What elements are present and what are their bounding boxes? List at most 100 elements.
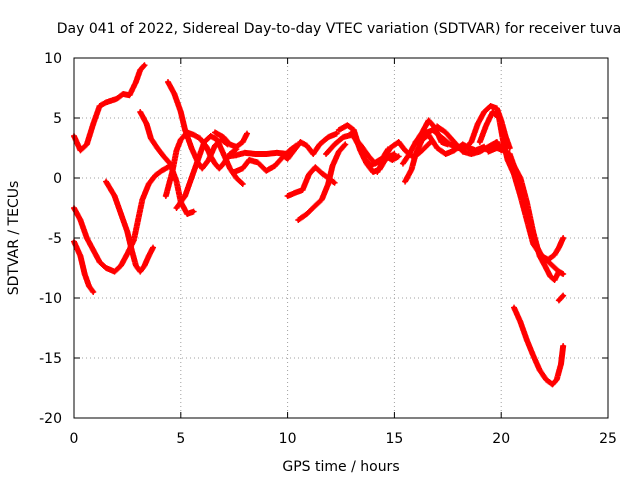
data-point [305, 143, 309, 148]
data-point [319, 171, 324, 175]
data-point [435, 124, 439, 129]
data-point [420, 148, 424, 153]
data-point [337, 149, 341, 154]
data-point [557, 298, 561, 303]
data-point [537, 254, 542, 258]
data-point [337, 128, 341, 132]
data-point [403, 148, 407, 153]
data-point [221, 135, 226, 139]
data-point [170, 170, 175, 174]
x-tick-label: 15 [385, 431, 403, 447]
series-arc-1 [71, 62, 148, 154]
data-point [127, 93, 132, 97]
data-point [413, 140, 418, 144]
data-point [345, 123, 350, 127]
data-point [272, 164, 277, 168]
data-point [78, 254, 83, 258]
y-tick-label: 5 [53, 111, 62, 127]
data-point [381, 158, 386, 162]
data-point [279, 152, 283, 156]
series-arc-14 [295, 141, 349, 223]
data-point [285, 194, 290, 198]
data-point [208, 134, 213, 138]
data-point [159, 169, 164, 173]
data-point [426, 118, 431, 123]
data-point [296, 218, 301, 222]
data-point [217, 166, 222, 171]
data-point [518, 176, 523, 180]
data-point [482, 110, 486, 114]
data-point [525, 200, 529, 204]
data-point [164, 194, 168, 198]
data-point [305, 212, 309, 216]
data-point [501, 140, 506, 144]
data-point [166, 80, 170, 84]
data-point [396, 154, 401, 159]
data-point [104, 266, 108, 270]
data-point [234, 153, 239, 157]
data-point [91, 122, 96, 126]
data-point [557, 245, 561, 250]
data-point [475, 122, 480, 126]
marker-trail [511, 304, 567, 388]
data-point [189, 146, 194, 150]
data-point [324, 152, 328, 156]
data-point [349, 130, 354, 135]
data-point [185, 130, 190, 135]
data-point [179, 110, 183, 114]
data-point [245, 131, 249, 136]
data-point [341, 135, 345, 139]
marker-trail [103, 178, 157, 275]
data-point [525, 338, 529, 342]
data-point [369, 164, 373, 168]
data-point [149, 136, 153, 141]
data-point [174, 179, 179, 184]
data-point [125, 251, 130, 256]
data-point [134, 80, 138, 84]
data-point [469, 152, 474, 156]
data-point [255, 160, 260, 165]
data-point [253, 152, 258, 156]
data-point [313, 203, 318, 208]
data-point [531, 353, 536, 358]
data-point [298, 140, 303, 144]
data-point [409, 167, 414, 172]
y-tick-label: 0 [53, 171, 62, 187]
data-point [478, 140, 482, 144]
data-point [561, 344, 565, 348]
data-point [546, 257, 550, 262]
data-point [495, 146, 499, 150]
series-arc-13 [284, 164, 338, 199]
y-tick-label: -15 [39, 351, 62, 367]
data-point [78, 148, 83, 153]
data-point [196, 158, 200, 162]
data-point [78, 218, 83, 222]
data-point [183, 194, 187, 198]
data-point [362, 157, 367, 161]
data-point [191, 133, 196, 137]
data-point [114, 97, 119, 101]
data-point [495, 140, 499, 144]
data-point [330, 164, 335, 168]
data-point [146, 182, 151, 186]
data-point [561, 272, 565, 276]
data-point [443, 130, 448, 135]
series-arc-4 [103, 178, 157, 275]
series-arc-9 [211, 129, 251, 150]
data-point [140, 197, 145, 202]
data-point [125, 230, 130, 234]
data-point [544, 377, 548, 382]
data-point [213, 161, 217, 166]
data-point [413, 152, 418, 156]
data-point [390, 158, 395, 162]
data-point [484, 123, 489, 127]
x-axis-label: GPS time / hours [282, 459, 399, 475]
series-arc-26 [504, 153, 562, 283]
data-series-group [71, 62, 567, 388]
data-point [213, 130, 217, 135]
data-point [448, 142, 452, 147]
data-point [294, 190, 298, 195]
data-point [550, 263, 555, 268]
data-point [443, 152, 448, 156]
